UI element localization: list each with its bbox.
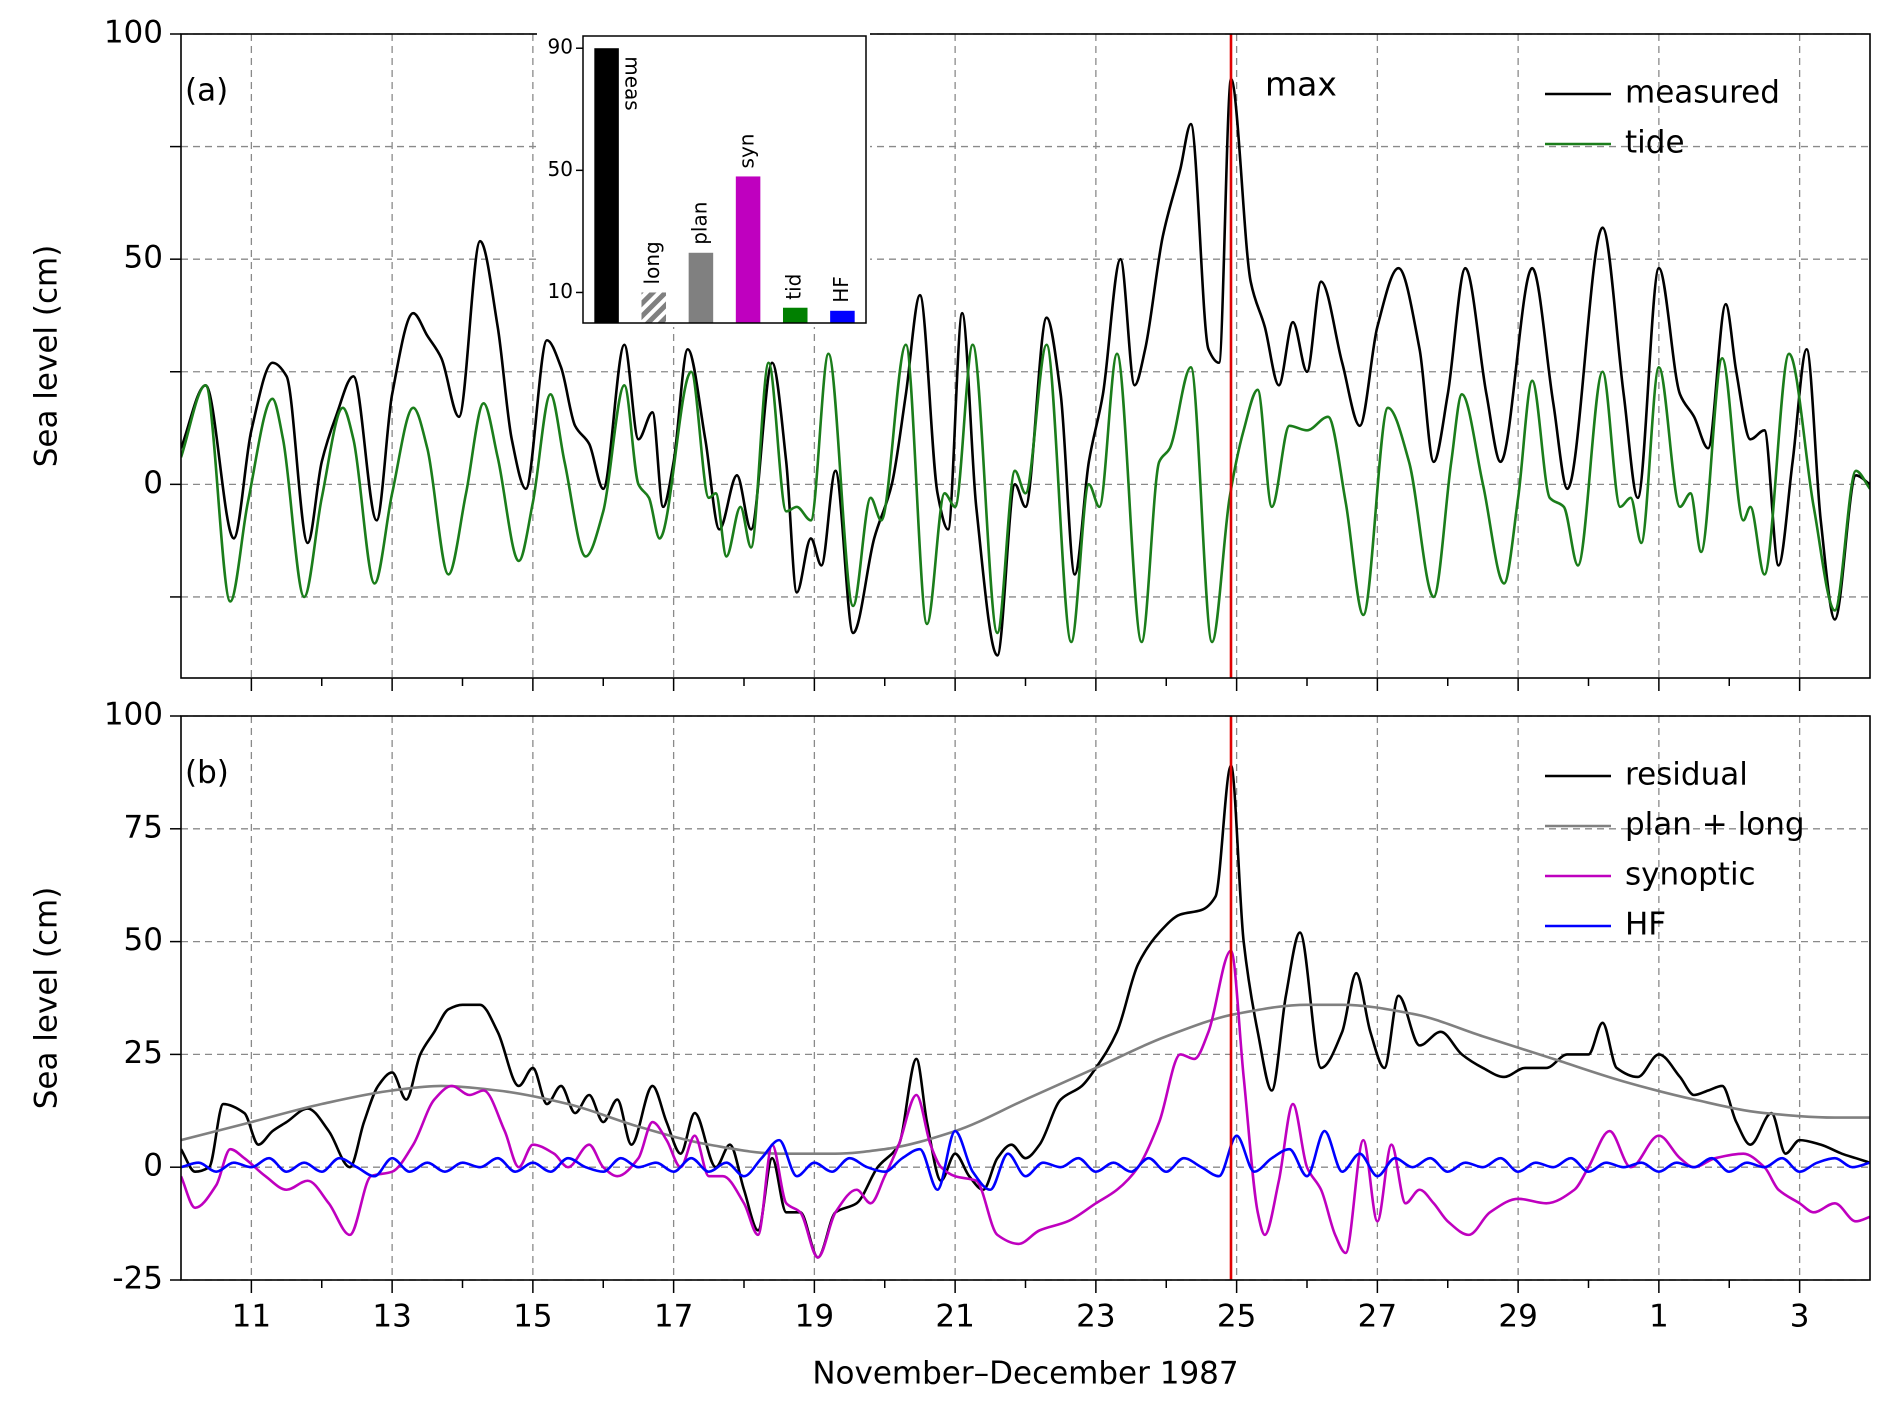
y-tick-label: 50 bbox=[124, 922, 163, 958]
panel-label: (b) bbox=[185, 755, 229, 791]
x-tick-label: 29 bbox=[1498, 1299, 1537, 1335]
legend-label: plan + long bbox=[1625, 807, 1805, 843]
series-line bbox=[181, 949, 1870, 1259]
bar-label: meas bbox=[620, 56, 644, 110]
x-tick-label: 27 bbox=[1358, 1299, 1397, 1335]
panel-label: (a) bbox=[185, 73, 228, 109]
x-tick-label: 19 bbox=[795, 1299, 834, 1335]
series-line bbox=[181, 1129, 1870, 1192]
bar bbox=[830, 310, 855, 323]
series-line bbox=[181, 343, 1870, 644]
y-tick-label: 0 bbox=[143, 465, 163, 501]
y-tick-label: 50 bbox=[548, 157, 573, 181]
legend-label: residual bbox=[1625, 757, 1748, 793]
y-tick-label: -25 bbox=[112, 1261, 163, 1297]
legend-label: synoptic bbox=[1625, 857, 1756, 893]
bar-label: plan bbox=[687, 202, 711, 245]
bar bbox=[641, 292, 667, 323]
x-tick-label: 25 bbox=[1217, 1299, 1256, 1335]
bar bbox=[594, 48, 619, 323]
x-tick-label: 1 bbox=[1649, 1299, 1669, 1335]
y-tick-label: 100 bbox=[104, 15, 163, 51]
x-axis-label: November–December 1987 bbox=[812, 1356, 1238, 1392]
y-tick-label: 100 bbox=[104, 697, 163, 733]
y-tick-label: 50 bbox=[124, 240, 163, 276]
bar-label: tid bbox=[782, 274, 806, 300]
x-tick-label: 3 bbox=[1790, 1299, 1810, 1335]
x-tick-label: 17 bbox=[654, 1299, 693, 1335]
y-tick-label: 75 bbox=[124, 809, 163, 845]
y-axis-label: Sea level (cm) bbox=[29, 887, 65, 1110]
bar-label: HF bbox=[829, 276, 853, 303]
x-tick-label: 11 bbox=[232, 1299, 271, 1335]
bar bbox=[782, 307, 808, 323]
series-line bbox=[181, 764, 1870, 1259]
legend-label: HF bbox=[1625, 907, 1666, 943]
inset-frame bbox=[582, 35, 867, 324]
x-tick-label: 21 bbox=[935, 1299, 974, 1335]
bar bbox=[688, 252, 714, 323]
inset-chart: meas long plan syn tid HF 10 50 90 bbox=[537, 32, 870, 327]
bar bbox=[735, 176, 761, 323]
series-line bbox=[181, 1003, 1870, 1155]
plot-area bbox=[181, 34, 1870, 678]
x-tick-label: 15 bbox=[513, 1299, 552, 1335]
bar-label: long bbox=[640, 241, 664, 284]
x-tick-label: 23 bbox=[1076, 1299, 1115, 1335]
y-tick-label: 90 bbox=[548, 35, 573, 59]
y-tick-label: 10 bbox=[548, 279, 573, 303]
legend-label: measured bbox=[1625, 75, 1780, 111]
annotation: max bbox=[1265, 65, 1337, 104]
bar-label: syn bbox=[735, 134, 759, 169]
legend-label: tide bbox=[1625, 125, 1685, 161]
plot-area bbox=[181, 716, 1870, 1280]
y-tick-label: 25 bbox=[124, 1035, 163, 1071]
y-axis-label: Sea level (cm) bbox=[29, 245, 65, 468]
y-tick-label: 0 bbox=[143, 1148, 163, 1184]
x-tick-label: 13 bbox=[372, 1299, 411, 1335]
